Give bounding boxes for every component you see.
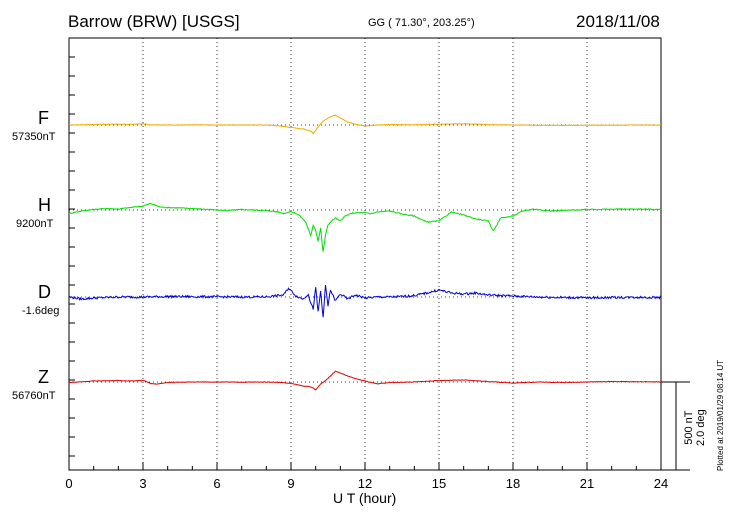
component-baseline-z: 56760nT [12,390,56,402]
x-tick-label: 6 [213,476,220,491]
x-tick-label: 3 [139,476,146,491]
plotted-note: Plotted at 2019/01/29 08:14 UT [716,359,725,471]
series-line-h [68,202,662,252]
x-tick-label: 21 [580,476,594,491]
scale-label: 500 nT 2.0 deg [683,409,707,446]
component-letter-z: Z [38,367,49,387]
component-baseline-d: -1.6deg [22,305,60,317]
station-title: Barrow (BRW) [USGS] [68,12,240,31]
x-tick-label: 9 [287,476,294,491]
series-line-d [68,285,662,318]
series-line-f [69,114,662,135]
x-tick-label: 12 [358,476,372,491]
component-letter-f: F [38,108,49,128]
plot-date: 2018/11/08 [576,12,660,31]
geographic-coords: GG ( 71.30°, 203.25°) [368,17,475,29]
scale-nt: 500 nT [683,410,695,445]
x-tick-label: 18 [506,476,520,491]
scale-deg: 2.0 deg [695,409,707,446]
x-tick-label: 15 [432,476,446,491]
component-letter-h: H [38,195,51,215]
series-line-z [68,370,662,391]
component-letter-d: D [38,282,51,302]
component-baseline-h: 9200nT [16,218,54,230]
x-axis-label: U T (hour) [333,490,397,506]
x-tick-label: 24 [654,476,668,491]
component-baseline-f: 57350nT [12,131,56,143]
x-tick-label: 0 [65,476,72,491]
